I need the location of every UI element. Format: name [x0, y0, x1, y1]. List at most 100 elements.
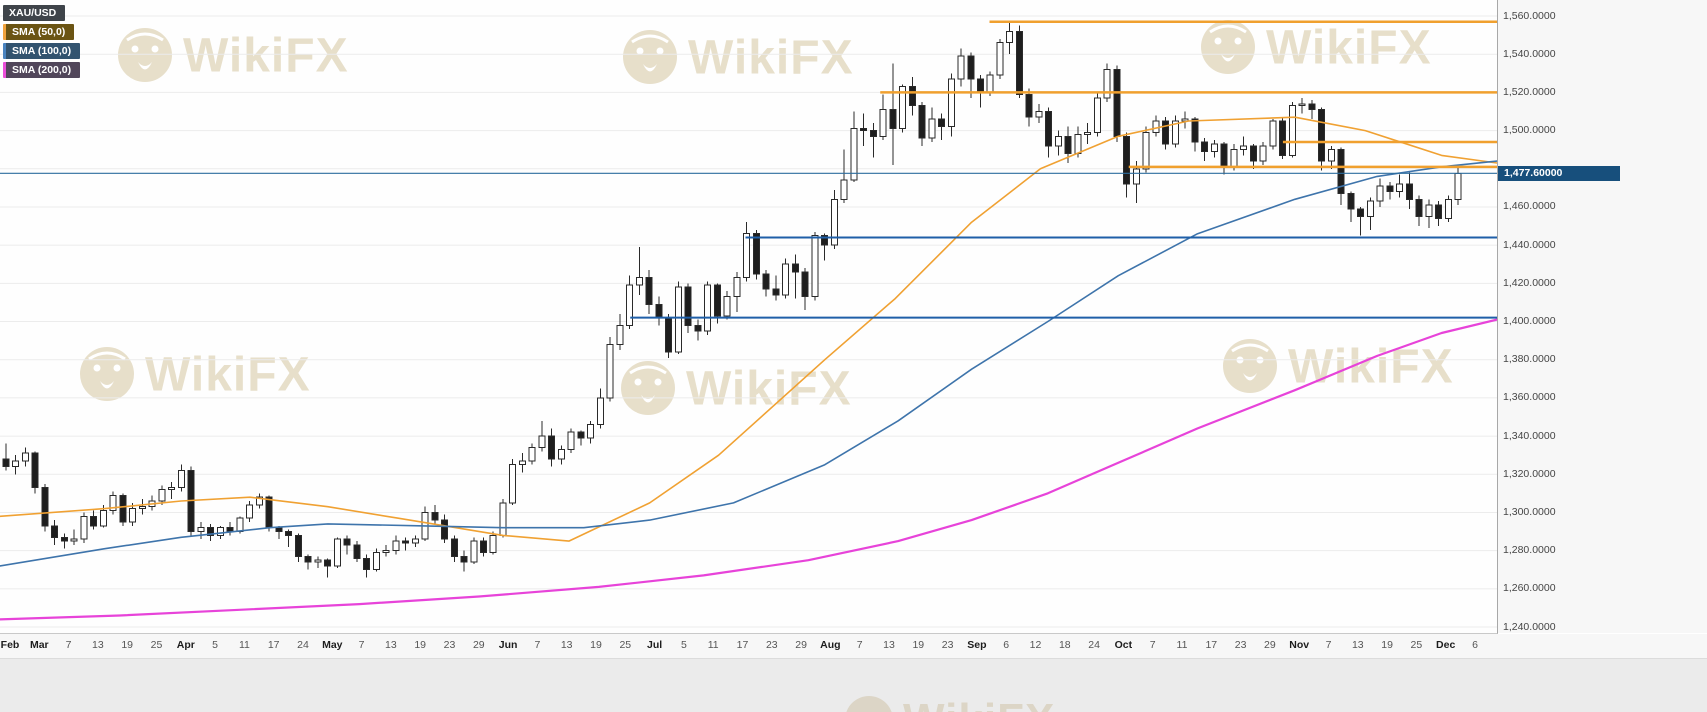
candle — [713, 284, 721, 317]
candle — [928, 118, 936, 139]
candle — [119, 494, 127, 523]
candle — [1376, 185, 1384, 202]
candle — [431, 511, 439, 521]
candle — [801, 271, 809, 298]
candle — [265, 496, 273, 529]
candle — [1386, 185, 1394, 193]
candle — [821, 235, 829, 246]
price-chart-panel: WikiFX WikiFX WikiFX WikiFX WikiFX WikiFX XAU… — [0, 0, 1498, 634]
candle — [1337, 149, 1345, 195]
tiger-muzzle — [643, 64, 657, 72]
candle — [246, 504, 254, 519]
price-axis-label: 1,460.0000 — [1503, 200, 1556, 213]
time-axis-label: 7 — [358, 639, 365, 651]
time-axis[interactable]: Feb Mar 7 13 19 25 Apr 5 11 17 24 May 7 13 19 23 29 Jun 7 1… — [0, 634, 1707, 658]
legend-badge-xau-usd[interactable]: XAU/USD — [3, 5, 66, 21]
candle — [1405, 183, 1413, 200]
candle — [1454, 172, 1462, 200]
time-axis-label: 13 — [560, 639, 573, 651]
candle — [1308, 103, 1316, 111]
time-axis-label: 11 — [238, 639, 250, 651]
tiger-muzzle — [138, 62, 152, 70]
legend-badge-sma-100-0[interactable]: SMA (100,0) — [3, 43, 81, 59]
candle — [976, 78, 984, 93]
candle — [665, 317, 673, 353]
time-axis-label: 6 — [1472, 639, 1478, 651]
candle — [743, 233, 751, 279]
candle — [333, 538, 341, 567]
tiger-brow — [1231, 343, 1269, 353]
time-axis-label: 23 — [443, 639, 456, 651]
price-axis[interactable]: 1,477.60000 1,560.0000 1,540.0000 1,520.00… — [1498, 0, 1707, 633]
time-axis-label: 7 — [856, 639, 863, 651]
sma200-line — [0, 318, 1497, 621]
candle — [782, 263, 790, 296]
time-axis-label: 7 — [65, 639, 72, 651]
candle — [158, 489, 166, 502]
candle — [480, 540, 488, 554]
candle — [869, 130, 877, 137]
time-axis-label: 29 — [795, 639, 807, 651]
tiger-eye — [1214, 37, 1222, 45]
candle — [1191, 118, 1199, 143]
time-axis-label: 11 — [707, 639, 719, 651]
wikifx-logo-icon — [621, 361, 675, 415]
candle — [860, 128, 868, 132]
time-axis-label: 7 — [1149, 639, 1156, 651]
candle — [80, 515, 88, 540]
candle — [499, 502, 507, 536]
tiger-eye — [654, 378, 662, 386]
time-axis-label: Dec — [1436, 639, 1456, 651]
candle — [811, 235, 819, 298]
candle — [450, 538, 458, 557]
candle — [1084, 131, 1092, 135]
time-axis-label: 13 — [92, 639, 104, 651]
candle — [31, 452, 39, 489]
candle — [616, 324, 624, 345]
candle — [129, 508, 137, 523]
candle — [1279, 120, 1287, 156]
tiger-muzzle — [100, 381, 114, 389]
tiger-brow — [1209, 24, 1247, 34]
candle — [1113, 68, 1121, 137]
price-axis-label: 1,540.0000 — [1503, 47, 1556, 60]
last-price-tag: 1,477.60000 — [1498, 165, 1620, 181]
wikifx-watermark-text: WikiFX — [1288, 341, 1454, 394]
wikifx-watermark: WikiFX — [623, 30, 853, 85]
candle — [1015, 30, 1023, 95]
legend-badge-sma-50-0[interactable]: SMA (50,0) — [3, 24, 75, 40]
time-axis-label: Apr — [176, 639, 195, 651]
candle — [343, 538, 351, 546]
candle — [577, 431, 585, 439]
price-axis-label: 1,500.0000 — [1503, 124, 1556, 137]
price-axis-label: 1,420.0000 — [1503, 276, 1556, 289]
bottom-band: WikiFX — [0, 658, 1707, 712]
candle — [99, 510, 107, 527]
candle — [294, 534, 302, 557]
candle — [1064, 135, 1072, 154]
candle — [655, 303, 663, 319]
candle — [324, 559, 332, 567]
chart-canvas[interactable]: WikiFX WikiFX WikiFX WikiFX WikiFX WikiFX — [0, 0, 1497, 633]
candle — [41, 487, 49, 527]
time-axis-label: 5 — [212, 639, 219, 651]
time-axis-label: 23 — [941, 639, 954, 651]
candle — [1201, 141, 1209, 153]
candle — [694, 324, 702, 332]
wikifx-logo-icon — [1223, 339, 1277, 393]
time-axis-label: Feb — [0, 639, 20, 651]
legend-badge-sma-200-0[interactable]: SMA (200,0) — [3, 62, 81, 78]
candle — [957, 55, 965, 80]
candle — [626, 284, 634, 326]
candle — [1045, 110, 1053, 147]
candle — [1249, 145, 1257, 162]
candle — [12, 460, 20, 468]
candle — [772, 288, 780, 296]
time-axis-label: 23 — [765, 639, 778, 651]
candle — [1269, 120, 1277, 147]
candle — [635, 277, 643, 286]
price-axis-label: 1,400.0000 — [1503, 315, 1556, 327]
candle — [285, 531, 293, 536]
candle — [1298, 103, 1306, 107]
